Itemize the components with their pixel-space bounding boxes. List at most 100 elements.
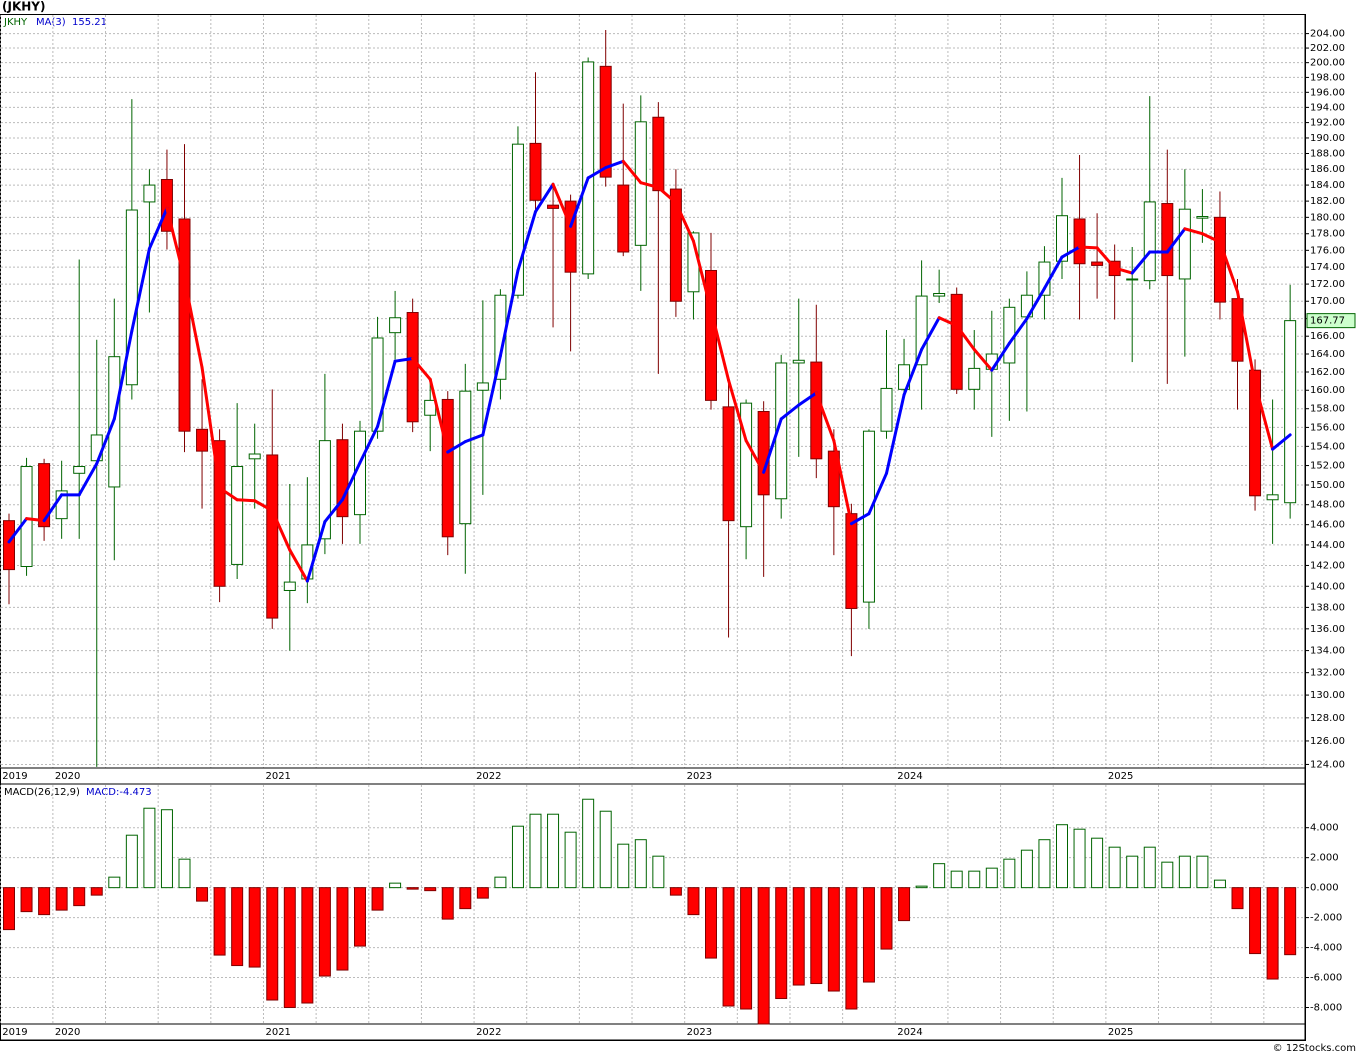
- bar: [336, 887, 349, 971]
- bar: [1231, 887, 1244, 910]
- ma-segment: [867, 471, 888, 516]
- bar: [1249, 887, 1262, 955]
- bar: [476, 887, 489, 899]
- x-tick-label: 2021: [265, 1027, 290, 1038]
- ma-segment: [428, 377, 450, 454]
- y-tick-label: 156.00: [1310, 422, 1345, 433]
- bar: [1091, 837, 1104, 889]
- macd-last: -4.473: [119, 787, 151, 798]
- bar: [669, 887, 682, 896]
- ma-segment: [814, 391, 836, 443]
- candle-body: [160, 178, 173, 232]
- candle-body: [1266, 494, 1279, 501]
- bar: [968, 870, 981, 889]
- ma-segment: [95, 417, 116, 466]
- bar: [108, 876, 121, 889]
- ma-segment: [832, 439, 853, 526]
- ma-segment: [955, 324, 976, 352]
- bar: [915, 885, 928, 889]
- ma-segment: [393, 356, 415, 363]
- y-tick-label: 178.00: [1310, 229, 1345, 240]
- y-tick-label: 192.00: [1310, 118, 1345, 129]
- ma-segment: [498, 268, 520, 358]
- ma-segment: [42, 493, 64, 523]
- bar: [196, 887, 209, 902]
- candle-body: [880, 387, 893, 432]
- candle-body: [248, 453, 261, 460]
- ma-segment: [235, 498, 257, 503]
- candle-body: [38, 463, 51, 528]
- last-price: 167.77: [1310, 316, 1345, 327]
- y-tick-label: 130.00: [1310, 690, 1345, 701]
- candle-body: [1056, 215, 1068, 262]
- candle-body: [757, 411, 770, 496]
- candle-body: [1161, 203, 1174, 277]
- ma-segment: [358, 424, 380, 465]
- bar: [90, 887, 103, 896]
- y-tick-label: 194.00: [1310, 102, 1345, 113]
- ma-segment: [902, 348, 924, 397]
- ma-segment: [656, 185, 678, 205]
- bar: [1056, 824, 1068, 889]
- candle-body: [1196, 216, 1209, 219]
- ma-segment: [744, 439, 766, 474]
- ma-segment: [1113, 266, 1134, 275]
- bar: [213, 887, 226, 956]
- y-tick-label: 136.00: [1310, 624, 1345, 635]
- x-tick-label: 2020: [55, 1027, 80, 1038]
- ma-segment: [569, 176, 590, 228]
- ma-segment: [551, 182, 573, 228]
- bar: [266, 887, 279, 1001]
- y-tick-label: 200.00: [1310, 58, 1345, 69]
- x-tick-label: 2024: [897, 1027, 922, 1038]
- y-tick-label: 162.00: [1310, 367, 1345, 378]
- x-tick-label: 2024: [897, 771, 922, 782]
- ma-segment: [77, 462, 99, 497]
- bar: [73, 887, 86, 907]
- candle-body: [178, 218, 191, 432]
- y-tick-label: 182.00: [1310, 196, 1345, 207]
- y-tick-label: 142.00: [1310, 560, 1345, 571]
- bar: [1073, 828, 1086, 889]
- ma-segment: [147, 206, 169, 251]
- ma-segment: [674, 201, 695, 243]
- bar: [845, 887, 858, 1010]
- x-tick-label: 2019: [2, 1027, 27, 1038]
- candle-body: [775, 362, 788, 500]
- bar: [898, 887, 911, 922]
- bar: [547, 813, 560, 889]
- y-tick-label: 180.00: [1310, 212, 1345, 223]
- candle-body: [371, 337, 384, 432]
- y-tick-label: 144.00: [1310, 540, 1345, 551]
- candle-body: [406, 312, 419, 423]
- ma-segment: [165, 206, 186, 281]
- bar: [511, 825, 524, 889]
- y-tick-label: 2.000: [1310, 853, 1339, 864]
- candle-body: [231, 466, 244, 565]
- x-tick-label: 2019: [2, 771, 27, 782]
- candle-body: [318, 440, 331, 540]
- ma-segment: [534, 182, 555, 214]
- ma-value: 155.21: [72, 17, 107, 28]
- bar: [740, 887, 753, 1010]
- candle-body: [599, 65, 612, 178]
- bar: [1196, 855, 1209, 889]
- bar: [722, 887, 735, 1007]
- y-tick-label: 160.00: [1310, 385, 1345, 396]
- y-tick-label: 134.00: [1310, 646, 1345, 657]
- y-tick-label: 148.00: [1310, 500, 1345, 511]
- y-tick-label: -6.000: [1310, 973, 1342, 984]
- ma-segment: [691, 239, 713, 312]
- y-tick-label: 174.00: [1310, 262, 1345, 273]
- y-tick-label: 138.00: [1310, 602, 1345, 613]
- bar: [1108, 846, 1121, 889]
- x-tick-label: 2025: [1108, 1027, 1133, 1038]
- credit: © 12Stocks.com: [1273, 1043, 1356, 1054]
- candle-body: [459, 390, 472, 525]
- bar: [231, 887, 244, 967]
- y-tick-label: 198.00: [1310, 72, 1345, 83]
- candle-body: [1143, 201, 1156, 282]
- bar: [160, 809, 173, 889]
- y-tick-label: 176.00: [1310, 245, 1345, 256]
